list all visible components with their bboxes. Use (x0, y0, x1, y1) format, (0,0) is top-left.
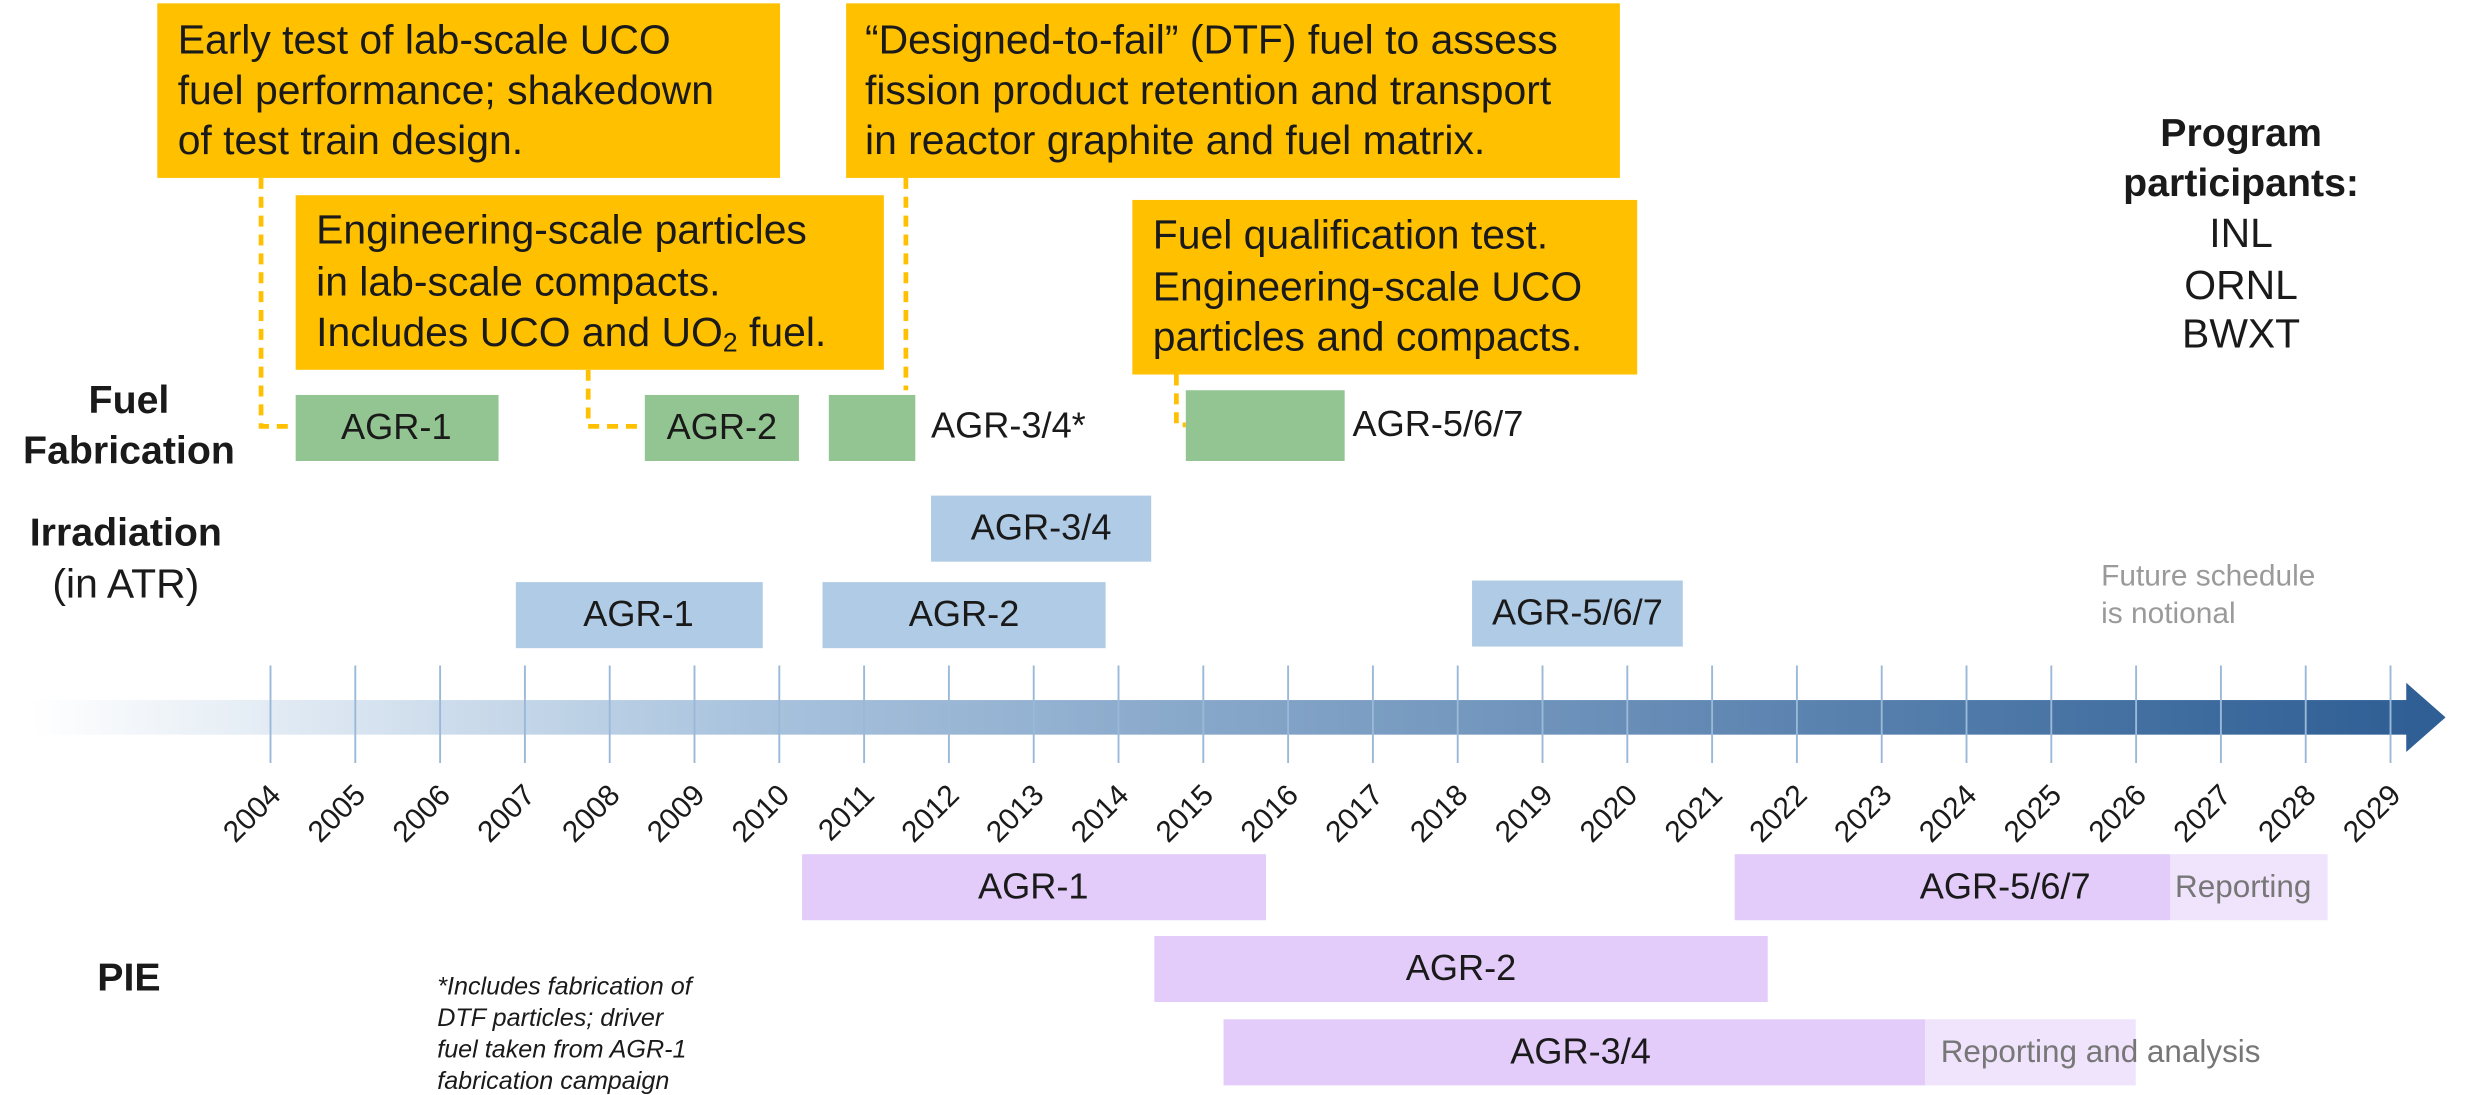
bar-label: Reporting (2175, 869, 2311, 904)
year-label: 2019 (1489, 778, 1559, 848)
year-label: 2025 (1998, 778, 2068, 848)
bar-label: AGR-1 (341, 406, 452, 447)
text-part: Includes UCO and UO (316, 309, 723, 355)
callout-box (1132, 199, 1638, 375)
notional-note: is notional (2101, 597, 2236, 630)
irradiation-bar (1472, 580, 1683, 647)
reporting-bar (1924, 1019, 2136, 1086)
year-label: 2027 (2167, 778, 2237, 848)
bar-label: AGR-5/6/7 (1492, 592, 1663, 633)
callout-text: fission product retention and transport (865, 67, 1552, 113)
bar-label: AGR-3/4 (971, 507, 1112, 548)
connector (585, 369, 645, 429)
bar-label: AGR-2 (1406, 947, 1517, 988)
callout-text: “Designed-to-fail” (DTF) fuel to assess (865, 16, 1558, 62)
text-part: fuel. (738, 309, 827, 355)
row-label: Irradiation (30, 510, 222, 554)
year-label: 2007 (471, 778, 541, 848)
irradiation-bar (822, 582, 1106, 649)
callout-text: Engineering-scale UCO (1153, 263, 1582, 309)
year-label: 2024 (1913, 778, 1983, 848)
year-label: 2016 (1235, 778, 1305, 848)
bar-label: AGR-3/4 (1510, 1030, 1651, 1071)
irradiation-bar (515, 582, 763, 649)
year-label: 2005 (302, 778, 372, 848)
subscript: 2 (723, 328, 738, 358)
callout-text: of test train design. (178, 117, 523, 163)
year-label: 2004 (217, 778, 287, 848)
callout-text: in reactor graphite and fuel matrix. (865, 117, 1485, 163)
year-label: 2023 (1828, 778, 1898, 848)
pie-bar (1734, 854, 2171, 921)
year-label: 2028 (2252, 778, 2322, 848)
arrow-head (2406, 682, 2446, 752)
pie-bar (802, 854, 1267, 921)
callout-box (846, 3, 1620, 178)
row-sublabel: (in ATR) (52, 561, 199, 607)
year-label: 2029 (2337, 778, 2407, 848)
fabrication-bar (828, 394, 916, 462)
year-label: 2010 (726, 778, 796, 848)
year-label: 2021 (1659, 778, 1729, 848)
year-label: 2014 (1065, 778, 1135, 848)
callout-text: fuel performance; shakedown (178, 67, 714, 113)
year-label: 2009 (641, 778, 711, 848)
callout-text: in lab-scale compacts. (316, 259, 720, 305)
irradiation-bar (931, 495, 1152, 562)
year-label: 2026 (2083, 778, 2153, 848)
year-label: 2017 (1319, 778, 1389, 848)
row-label: Fabrication (23, 429, 235, 473)
year-label: 2020 (1574, 778, 1644, 848)
year-label: 2011 (812, 778, 881, 847)
bar-label: AGR-1 (978, 865, 1089, 906)
participants-title: participants: (2123, 161, 2359, 205)
row-label: PIE (97, 955, 160, 999)
connector (1174, 374, 1186, 428)
participants-title: Program (2160, 111, 2322, 155)
participant: INL (2209, 210, 2273, 256)
year-label: 2008 (556, 778, 626, 848)
notional-note: Future schedule (2101, 559, 2315, 592)
bar-label: AGR-3/4* (931, 405, 1086, 446)
reporting-bar (2170, 854, 2328, 921)
participant: BWXT (2182, 311, 2300, 357)
footnote: fuel taken from AGR-1 (437, 1035, 686, 1063)
fabrication-bar (1185, 390, 1345, 462)
year-label: 2013 (980, 778, 1050, 848)
year-label: 2015 (1150, 778, 1220, 848)
bar-label: AGR-2 (667, 406, 778, 447)
callout-text: particles and compacts. (1153, 314, 1582, 360)
row-label: Fuel (89, 378, 170, 422)
year-label: 2022 (1743, 778, 1813, 848)
bar-label: Reporting and analysis (1941, 1034, 2261, 1069)
connector (258, 177, 296, 429)
bar-label: AGR-5/6/7 (1353, 403, 1524, 444)
fabrication-bar (644, 394, 799, 462)
footnote: fabrication campaign (437, 1067, 669, 1095)
year-label: 2018 (1404, 778, 1474, 848)
participant: ORNL (2184, 262, 2298, 308)
footnote: DTF particles; driver (437, 1004, 665, 1032)
time-arrow (31, 700, 2410, 735)
fabrication-bar (295, 394, 499, 462)
callout-text: Early test of lab-scale UCO (178, 16, 671, 62)
callout-text: Includes UCO and UO2 fuel. (316, 309, 826, 358)
callout-box (295, 195, 884, 370)
year-axis: 2004 2005 2006 2007 2008 2009 2010 2011 2012 2013… (217, 665, 2407, 849)
bar-label: AGR-2 (909, 593, 1020, 634)
pie-bar (1154, 935, 1768, 1003)
bar-label: AGR-1 (583, 593, 694, 634)
footnote: *Includes fabrication of (437, 972, 695, 1000)
year-label: 2006 (387, 778, 457, 848)
year-label: 2012 (895, 778, 965, 848)
bar-label: AGR-5/6/7 (1920, 865, 2091, 906)
pie-bar (1223, 1019, 1925, 1086)
callout-box (157, 3, 781, 178)
callout-text: Engineering-scale particles (316, 207, 807, 253)
callout-text: Fuel qualification test. (1153, 211, 1548, 257)
